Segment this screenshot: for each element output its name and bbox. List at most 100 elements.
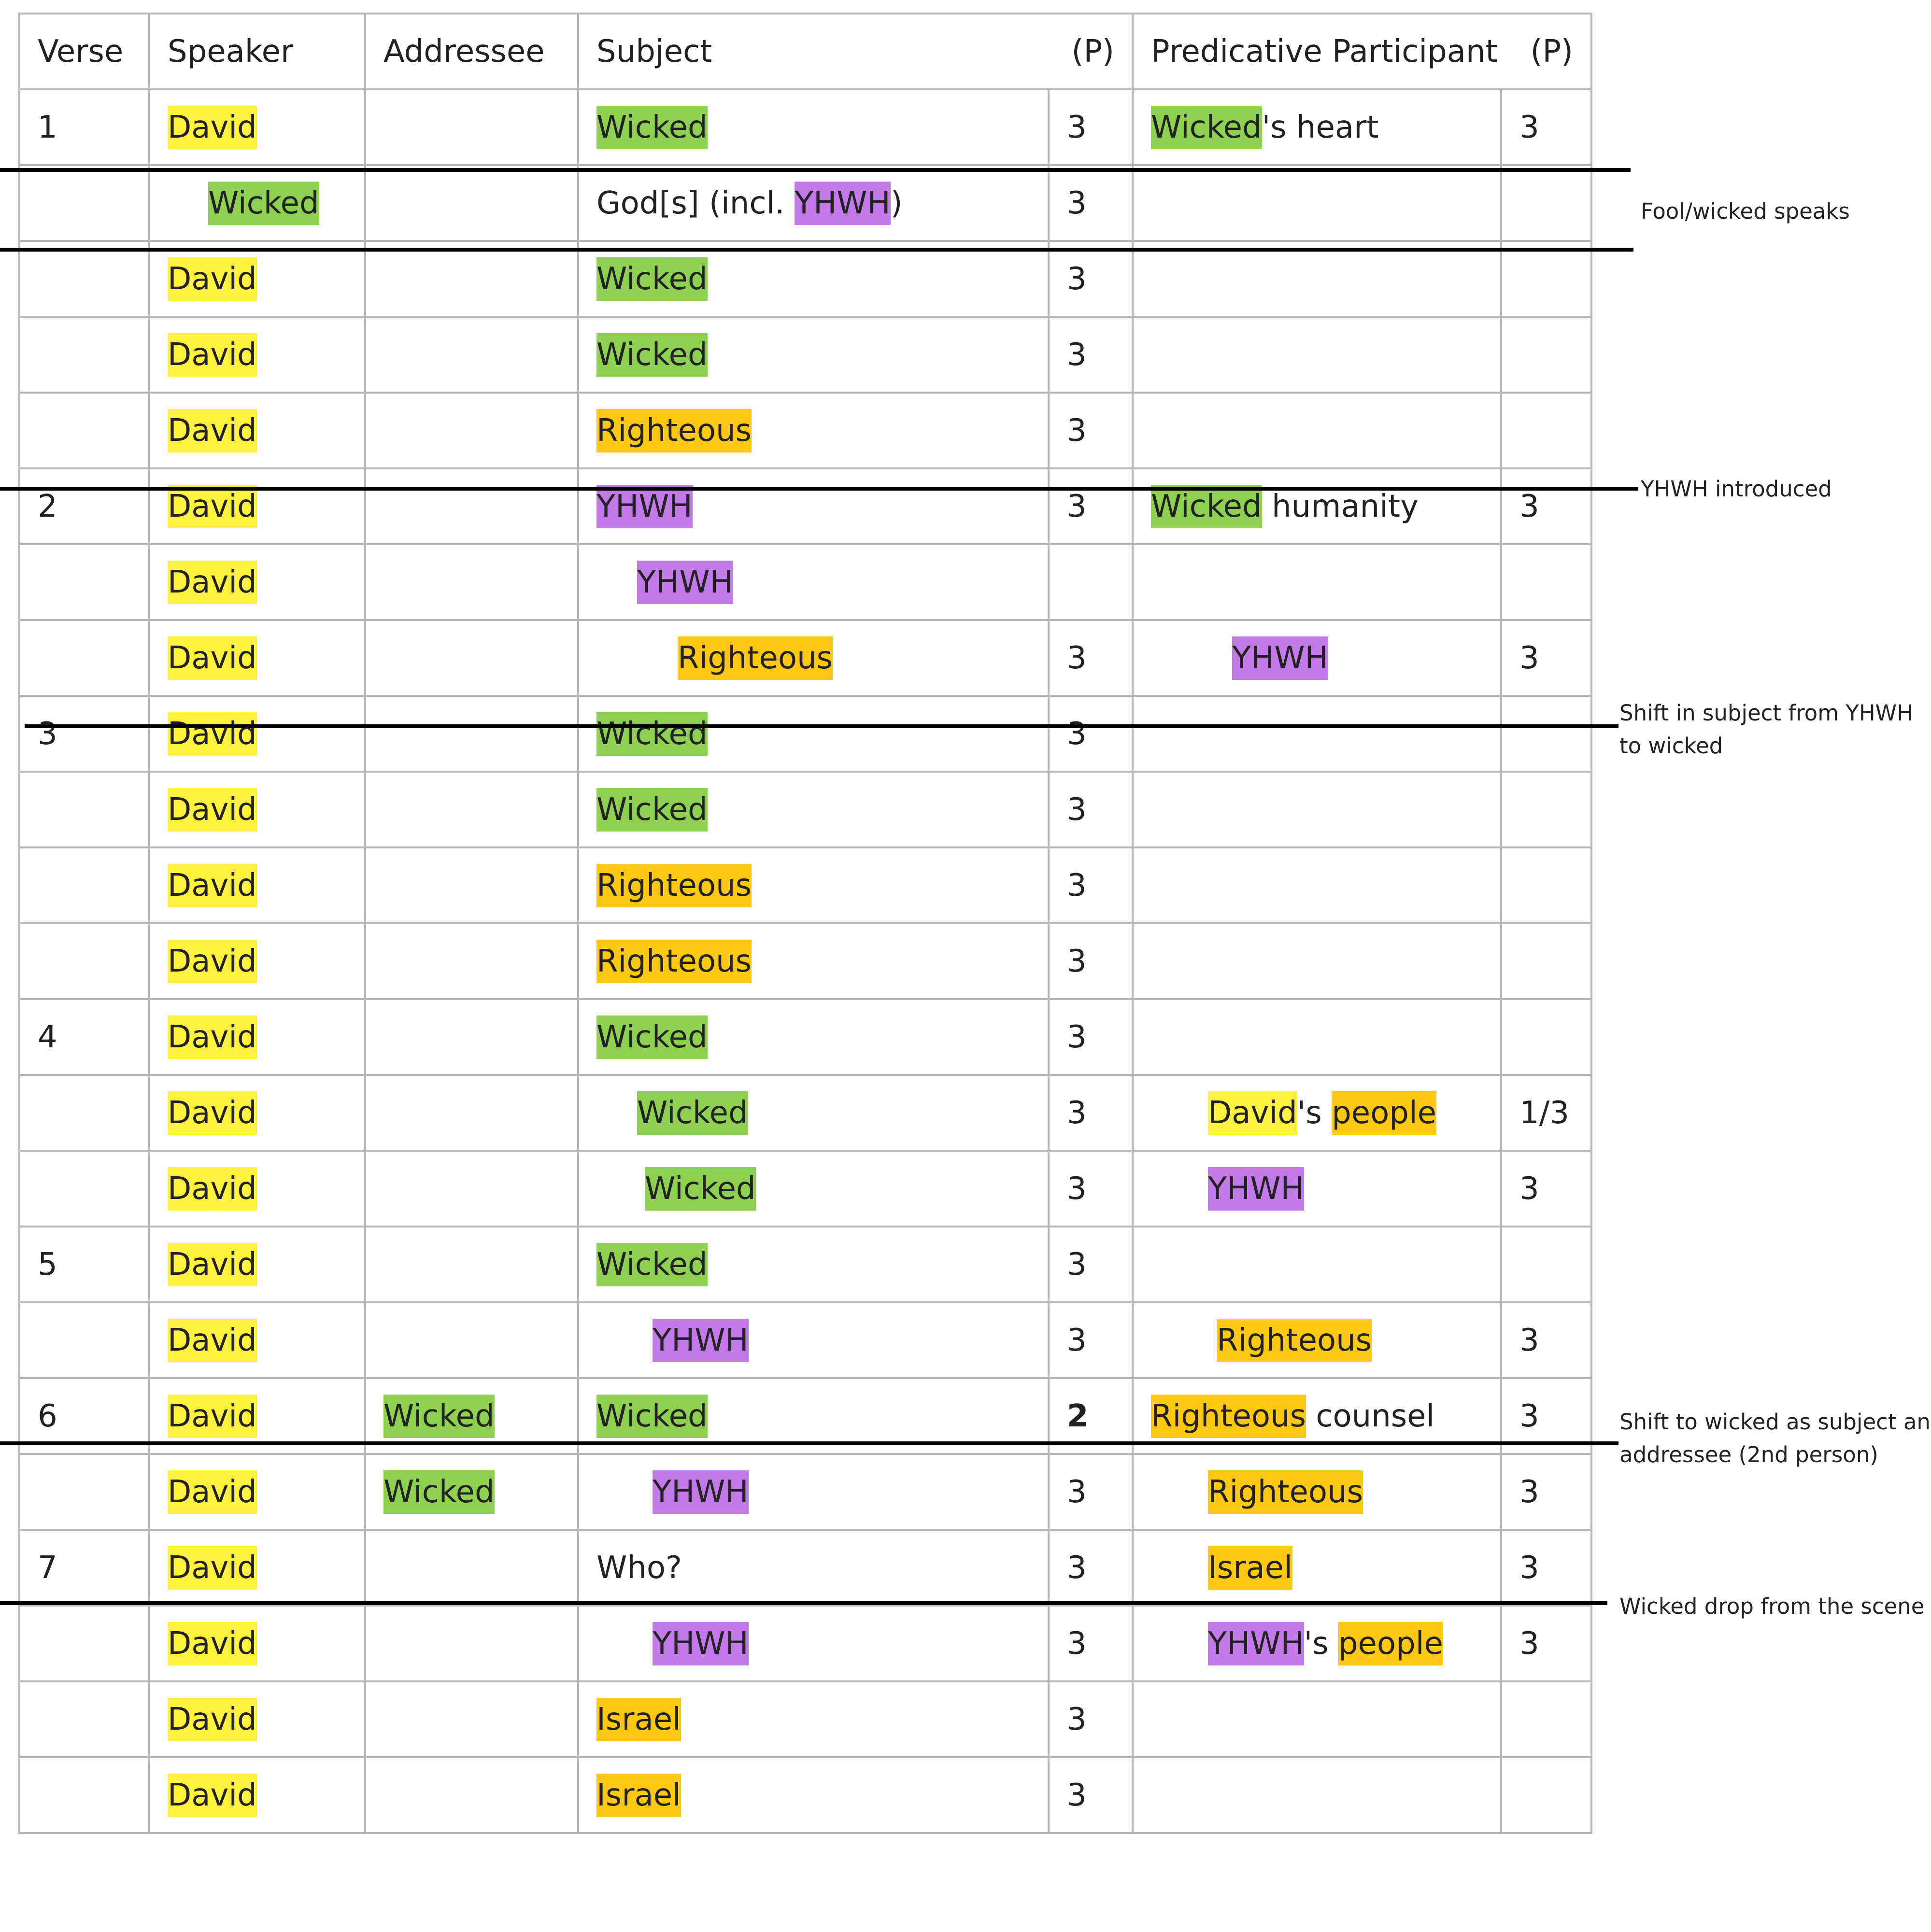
subject-tag: Righteous — [596, 863, 752, 907]
predicative-person-cell — [1500, 922, 1592, 1000]
predicative-person-cell: 3 — [1500, 1150, 1592, 1227]
subject-tag: Wicked — [596, 333, 708, 377]
verse-cell — [18, 771, 150, 848]
verse-cell — [18, 619, 150, 697]
predicative-cell — [1132, 543, 1502, 621]
verse-cell: 4 — [18, 998, 150, 1076]
verse-cell — [18, 316, 150, 394]
predicative-text: counsel — [1306, 1398, 1435, 1434]
predicative-cell: Wicked's heart — [1132, 88, 1502, 166]
header-addressee: Addressee — [364, 13, 579, 90]
subject-cell: YHWH — [577, 467, 1050, 545]
predicative-cell: Wicked humanity — [1132, 467, 1502, 545]
verse-cell — [18, 1453, 150, 1531]
addressee-cell — [364, 998, 579, 1076]
predicative-tag: Israel — [1208, 1546, 1292, 1590]
speaker-tag: David — [168, 1015, 257, 1059]
table-row: David Wicked YHWH 3 Righteous 3 — [18, 1453, 1592, 1531]
subject-tag: YHWH — [794, 181, 891, 225]
subject-text: God[s] (incl. — [596, 185, 795, 221]
subject-person-cell: 3 — [1048, 1756, 1134, 1834]
subject-tag: Righteous — [596, 939, 752, 983]
speaker-tag: David — [168, 560, 257, 604]
subject-cell: Wicked — [577, 1074, 1050, 1152]
predicative-tag: YHWH — [1208, 1622, 1304, 1665]
predicative-cell — [1132, 998, 1502, 1076]
speaker-tag: David — [168, 105, 257, 149]
verse-cell — [18, 1605, 150, 1682]
addressee-cell — [364, 1226, 579, 1303]
subject-tag: Wicked — [596, 788, 708, 832]
header-verse: Verse — [18, 13, 150, 90]
speaker-cell: David — [148, 1074, 366, 1152]
addressee-cell — [364, 316, 579, 394]
subject-tag: YHWH — [653, 1318, 749, 1362]
speaker-tag: David — [168, 257, 257, 301]
predicative-cell — [1132, 164, 1502, 242]
predicative-person-cell: 3 — [1500, 1529, 1592, 1607]
subject-person-cell: 3 — [1048, 695, 1134, 773]
addressee-cell — [364, 1680, 579, 1758]
note-addressee-shift-line-2: addressee (2nd person) — [1619, 1441, 1878, 1467]
predicative-text: humanity — [1262, 488, 1419, 524]
subject-cell: Wicked — [577, 240, 1050, 318]
speaker-cell: David — [148, 316, 366, 394]
predicative-tag: YHWH — [1232, 636, 1328, 680]
participant-table: Verse Speaker Addressee Subject (P) Predi… — [18, 13, 1592, 1834]
divider-fool-speaks-bottom — [0, 248, 1633, 252]
note-subject-shift-line-1: Shift in subject from YHWH — [1619, 700, 1914, 726]
table-row: David Wicked 3 — [18, 240, 1592, 318]
header-predicative-p: (P) — [1530, 33, 1573, 70]
subject-tag: YHWH — [653, 1470, 749, 1514]
table-row: David YHWH — [18, 543, 1592, 621]
verse-cell — [18, 1301, 150, 1379]
table-row: David Righteous 3 YHWH 3 — [18, 619, 1592, 697]
speaker-cell: David — [148, 1226, 366, 1303]
speaker-tag: David — [168, 1091, 257, 1135]
table-row: David Wicked 3 — [18, 771, 1592, 848]
addressee-cell — [364, 1529, 579, 1607]
verse-cell — [18, 1756, 150, 1834]
subject-tag: Righteous — [596, 409, 752, 452]
subject-cell: YHWH — [577, 1453, 1050, 1531]
predicative-person-cell — [1500, 543, 1592, 621]
predicative-person-cell: 3 — [1500, 1453, 1592, 1531]
speaker-cell: David — [148, 1453, 366, 1531]
divider-addressee-shift — [0, 1441, 1619, 1445]
addressee-cell — [364, 695, 579, 773]
divider-yhwh-introduced — [0, 487, 1638, 491]
predicative-tag: Wicked — [1151, 105, 1262, 149]
predicative-cell — [1132, 1756, 1502, 1834]
subject-person-cell: 3 — [1048, 1301, 1134, 1379]
subject-tag: Wicked — [596, 105, 708, 149]
predicative-person-cell — [1500, 164, 1592, 242]
subject-tag: YHWH — [653, 1622, 749, 1665]
speaker-cell: David — [148, 998, 366, 1076]
predicative-cell — [1132, 695, 1502, 773]
addressee-tag: Wicked — [383, 1394, 495, 1438]
predicative-text: 's heart — [1262, 109, 1379, 145]
note-addressee-shift-line-1: Shift to wicked as subject and — [1619, 1409, 1931, 1435]
verse-cell — [18, 543, 150, 621]
addressee-cell — [364, 467, 579, 545]
subject-cell: Righteous — [577, 846, 1050, 924]
subject-person-cell: 3 — [1048, 1074, 1134, 1152]
speaker-tag: David — [168, 1697, 257, 1741]
addressee-tag: Wicked — [383, 1470, 495, 1514]
subject-tag: Righteous — [678, 636, 833, 680]
table-row: David YHWH 3 YHWH's people 3 — [18, 1605, 1592, 1682]
predicative-text: 's — [1297, 1095, 1332, 1131]
speaker-cell: Wicked — [148, 164, 366, 242]
subject-cell: Wicked — [577, 1226, 1050, 1303]
predicative-tag: YHWH — [1208, 1167, 1304, 1211]
addressee-cell — [364, 922, 579, 1000]
table-row: 1 David Wicked 3 Wicked's heart 3 — [18, 88, 1592, 166]
note-fool-speaks: Fool/wicked speaks — [1641, 195, 1850, 228]
subject-tag: Israel — [596, 1773, 681, 1817]
subject-person-cell: 3 — [1048, 467, 1134, 545]
subject-cell: Righteous — [577, 619, 1050, 697]
subject-person-cell: 3 — [1048, 88, 1134, 166]
note-subject-shift-line-2: to wicked — [1619, 733, 1723, 759]
speaker-cell: David — [148, 771, 366, 848]
header-predicative: Predicative Participant (P) — [1132, 13, 1592, 90]
